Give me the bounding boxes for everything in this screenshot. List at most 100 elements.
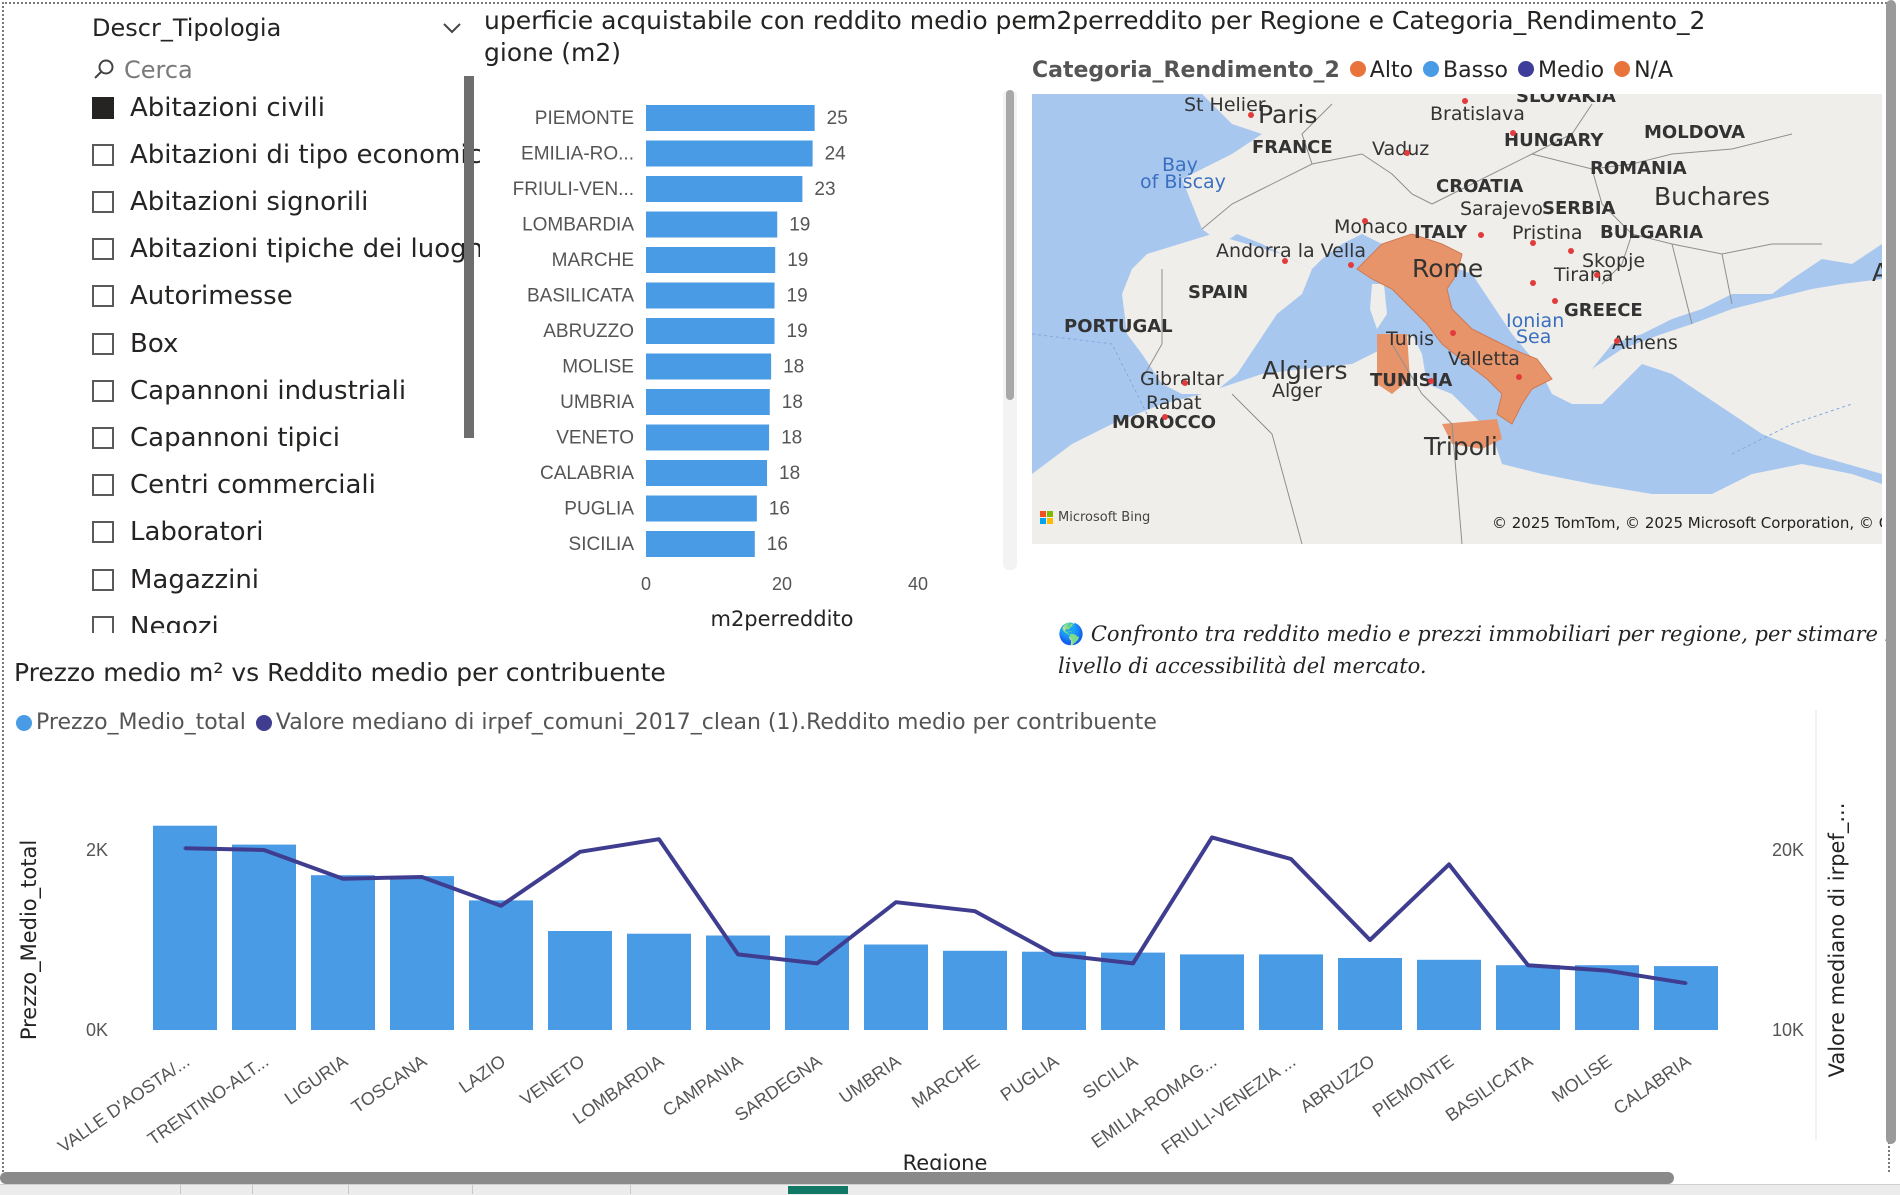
legend-label[interactable]: Basso — [1443, 58, 1509, 83]
slicer-item[interactable]: Magazzini — [92, 560, 259, 600]
combo-bar[interactable] — [706, 935, 770, 1031]
bar[interactable] — [646, 105, 815, 131]
page-tab[interactable] — [348, 1185, 349, 1194]
slicer-search[interactable]: Cerca — [92, 50, 452, 90]
checkbox[interactable] — [92, 144, 114, 166]
combo-bar[interactable] — [311, 875, 375, 1030]
chevron-down-icon[interactable] — [438, 14, 466, 42]
slicer-item[interactable]: Centri commerciali — [92, 465, 376, 505]
combo-line-point[interactable] — [1289, 857, 1293, 861]
bar[interactable] — [646, 247, 776, 273]
checkbox[interactable] — [92, 238, 114, 260]
combo-line-point[interactable] — [183, 846, 187, 850]
slicer-item[interactable]: Abitazioni civili — [92, 88, 325, 128]
checkbox[interactable] — [92, 191, 114, 213]
slicer-item[interactable]: Laboratori — [92, 512, 263, 552]
combo-bar[interactable] — [943, 950, 1007, 1030]
combo-bar[interactable] — [1338, 958, 1402, 1030]
checkbox[interactable] — [92, 427, 114, 449]
checkbox[interactable] — [92, 569, 114, 591]
bar[interactable] — [646, 353, 772, 380]
combo-line-point[interactable] — [1605, 969, 1609, 973]
combo-line-point[interactable] — [657, 837, 661, 841]
checkbox[interactable] — [92, 333, 114, 355]
legend-label[interactable]: N/A — [1634, 58, 1673, 83]
slicer-scrollbar[interactable] — [464, 76, 474, 438]
page-tab-active[interactable] — [788, 1186, 848, 1194]
combo-line-point[interactable] — [973, 909, 977, 913]
slicer-item[interactable]: Box — [92, 324, 178, 364]
combo-bar[interactable] — [1180, 954, 1244, 1030]
canvas-horizontal-scrollbar[interactable] — [0, 1172, 1674, 1184]
combo-line-point[interactable] — [1447, 862, 1451, 866]
bar[interactable] — [646, 531, 755, 557]
page-tab[interactable] — [630, 1185, 631, 1194]
checkbox[interactable] — [92, 380, 114, 402]
combo-bar[interactable] — [1101, 952, 1165, 1030]
combo-line-point[interactable] — [499, 904, 503, 908]
combo-line-point[interactable] — [341, 877, 345, 881]
slicer-item[interactable]: Capannoni industriali — [92, 371, 406, 411]
slicer-item[interactable]: Autorimesse — [92, 276, 293, 316]
combo-line-series[interactable] — [184, 835, 1687, 986]
combo-bar[interactable] — [864, 944, 928, 1031]
combo-line-point[interactable] — [1131, 961, 1135, 965]
bar[interactable] — [646, 460, 768, 486]
combo-bar[interactable] — [1417, 959, 1481, 1030]
combo-bar[interactable] — [548, 931, 612, 1030]
slicer-item[interactable]: Abitazioni signorili — [92, 182, 368, 222]
checkbox[interactable] — [92, 616, 114, 633]
combo-bar[interactable] — [153, 825, 217, 1030]
checkbox[interactable] — [92, 474, 114, 496]
combo-bar[interactable] — [1496, 965, 1560, 1030]
combo-line-point[interactable] — [736, 952, 740, 956]
checkbox[interactable] — [92, 521, 114, 543]
bar[interactable] — [646, 318, 775, 344]
combo-bar[interactable] — [469, 900, 533, 1030]
bar[interactable] — [646, 495, 757, 522]
checkbox-checked[interactable] — [92, 97, 114, 119]
combo-line-point[interactable] — [894, 900, 898, 904]
legend-label[interactable]: Alto — [1369, 58, 1414, 83]
slicer-item[interactable]: Abitazioni di tipo economico — [92, 135, 480, 175]
bar-chart-scrollbar[interactable] — [1006, 90, 1014, 400]
bar[interactable] — [646, 282, 775, 309]
combo-bar[interactable] — [627, 933, 691, 1030]
slicer-item[interactable]: Capannoni tipici — [92, 418, 340, 458]
bar[interactable] — [646, 176, 803, 202]
combo-bar[interactable] — [232, 844, 296, 1030]
slicer-item-label: Capannoni industriali — [130, 376, 407, 406]
combo-bar[interactable] — [1022, 951, 1086, 1030]
combo-line-point[interactable] — [1052, 952, 1056, 956]
page-tab[interactable] — [252, 1185, 253, 1194]
combo-line-point[interactable] — [1526, 963, 1530, 967]
combo-line-point[interactable] — [1684, 981, 1688, 985]
page-tab[interactable] — [472, 1185, 473, 1194]
map-attribution[interactable]: © 2025 TomTom, © 2025 Microsoft Corporat… — [1492, 514, 1882, 532]
combo-line-point[interactable] — [578, 850, 582, 854]
legend-label[interactable]: Prezzo_Medio_total — [36, 710, 246, 735]
combo-bar[interactable] — [785, 935, 849, 1031]
bar-data-label: 25 — [827, 108, 848, 129]
bar[interactable] — [646, 424, 770, 451]
combo-bar[interactable] — [1259, 954, 1323, 1030]
canvas-vertical-scrollbar[interactable] — [1886, 0, 1896, 1144]
combo-line-point[interactable] — [262, 848, 266, 852]
checkbox[interactable] — [92, 285, 114, 307]
slicer-item[interactable]: Abitazioni tipiche dei luoghi — [92, 229, 480, 269]
combo-bar[interactable] — [390, 876, 454, 1030]
bar[interactable] — [646, 389, 770, 415]
combo-line-point[interactable] — [815, 961, 819, 965]
bar[interactable] — [646, 211, 778, 238]
legend-label[interactable]: Medio — [1538, 58, 1605, 83]
legend-label[interactable]: Valore mediano di irpef_comuni_2017_clea… — [275, 710, 1157, 735]
tipologia-slicer[interactable]: Descr_Tipologia Cerca Abitazioni civili A… — [88, 8, 480, 633]
combo-bar[interactable] — [1654, 966, 1718, 1030]
page-tab[interactable] — [180, 1185, 181, 1194]
combo-line-point[interactable] — [420, 875, 424, 879]
combo-line-point[interactable] — [1210, 835, 1214, 839]
map-visual[interactable]: St Helier Paris FRANCE Bay of Biscay Bratisla… — [1032, 94, 1882, 544]
bar[interactable] — [646, 140, 813, 167]
slicer-item[interactable]: Negozi — [92, 607, 219, 633]
combo-line-point[interactable] — [1368, 938, 1372, 942]
